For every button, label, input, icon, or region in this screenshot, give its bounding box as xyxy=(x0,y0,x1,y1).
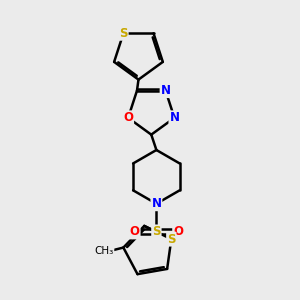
Text: N: N xyxy=(152,197,161,210)
Text: O: O xyxy=(173,225,183,239)
Text: CH₃: CH₃ xyxy=(94,246,114,256)
Text: N: N xyxy=(169,111,179,124)
Text: S: S xyxy=(119,27,128,40)
Text: O: O xyxy=(130,225,140,239)
Text: S: S xyxy=(152,225,161,239)
Text: S: S xyxy=(167,232,176,246)
Text: N: N xyxy=(160,84,171,97)
Text: O: O xyxy=(123,111,133,124)
